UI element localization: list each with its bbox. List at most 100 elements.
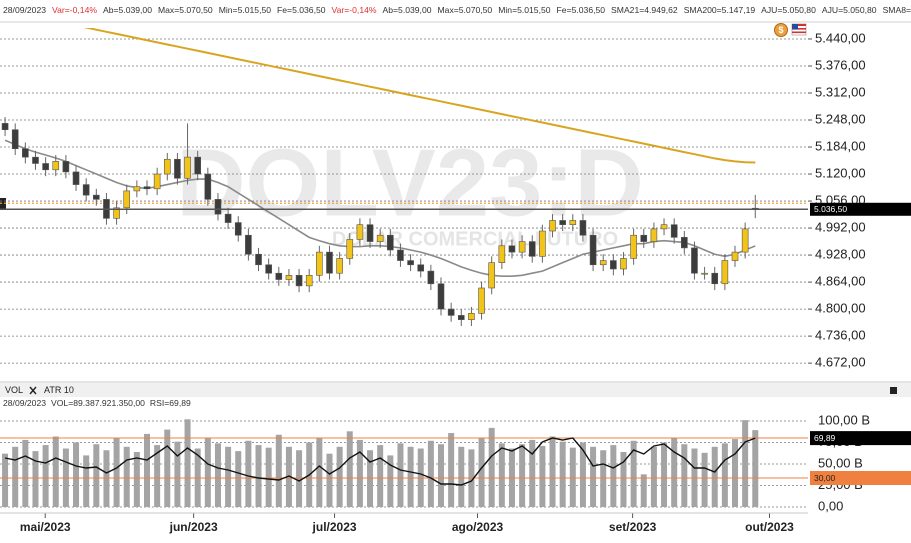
volume-bar	[610, 445, 617, 508]
candle-body	[579, 220, 587, 236]
volume-bar	[732, 439, 739, 508]
volume-bar	[752, 430, 759, 508]
x-tick-label: jul/2023	[312, 520, 357, 534]
y-tick-label: 4.992,00	[815, 219, 866, 234]
candle-body	[285, 275, 293, 280]
y-tick-label: 5.312,00	[815, 84, 866, 99]
volume-bar	[630, 440, 637, 508]
coin-glyph: $	[778, 25, 783, 35]
candle-body	[326, 251, 333, 274]
volume-bar	[742, 420, 749, 508]
volume-bar	[620, 451, 627, 508]
candle-body	[508, 245, 516, 253]
candle-body	[42, 163, 49, 171]
volume-bar	[448, 433, 455, 508]
candle-body	[275, 272, 283, 280]
flag-canton	[792, 24, 798, 30]
volume-bar	[377, 445, 384, 508]
price-panel: 5.440,00 5.376,00 5.312,00 5.248,00 5.184,00…	[0, 28, 911, 370]
candle-body	[569, 220, 577, 225]
candle-body	[1, 123, 9, 131]
candle-body	[113, 207, 120, 219]
volume-bar	[661, 442, 668, 508]
volume-bar	[184, 419, 191, 508]
tab-vol[interactable]: VOL	[5, 385, 23, 395]
candle-body	[447, 308, 455, 316]
volume-bar	[478, 438, 485, 508]
volume-bar	[22, 439, 29, 508]
candle-body	[174, 158, 181, 179]
candle-body	[346, 239, 354, 259]
volume-bar	[73, 442, 80, 508]
volume-bar	[539, 445, 546, 508]
volume-bar	[255, 445, 262, 508]
x-tick-label: ago/2023	[452, 520, 504, 534]
volume-bar	[367, 450, 374, 508]
y-tick-label: 100,00 B	[818, 412, 870, 427]
candle-body	[376, 234, 384, 242]
volume-bar	[245, 440, 252, 508]
candle-body	[184, 156, 191, 179]
candle-body	[336, 258, 343, 274]
header-item: Fe=5.036,50	[557, 5, 606, 15]
volume-bar	[285, 446, 292, 508]
candle-body	[245, 234, 252, 255]
header-item: AJU=5.050,80	[822, 5, 877, 15]
volume-bar	[346, 431, 353, 508]
candle-body	[589, 234, 597, 266]
y-tick-label: 5.440,00	[815, 30, 866, 45]
y-tick-label: 5.120,00	[815, 165, 866, 180]
volume-bar	[113, 438, 120, 508]
volume-bar	[671, 438, 678, 508]
volume-bar	[164, 429, 171, 508]
candle-body	[407, 260, 414, 266]
candle-body	[417, 264, 425, 272]
candle-body	[93, 194, 100, 200]
moving-average	[83, 28, 756, 164]
header-item: Ab=5.039,00	[383, 5, 432, 15]
rsi-badge	[810, 431, 911, 446]
x-tick-label: mai/2023	[20, 520, 71, 534]
volume-bar	[52, 436, 59, 508]
candle-body	[478, 287, 485, 314]
candle-body	[721, 260, 729, 285]
volume-bar	[488, 427, 495, 508]
lower-info-item: 28/09/2023	[3, 398, 46, 408]
candle-body	[72, 171, 80, 185]
candle-body	[488, 262, 495, 289]
maximize-icon[interactable]	[890, 387, 897, 394]
volume-bar	[427, 440, 434, 508]
volume-plot	[0, 419, 808, 508]
rsi-label: 69,89	[814, 433, 836, 443]
x-tick-label: set/2023	[609, 520, 657, 534]
volume-bar	[326, 453, 333, 508]
volume-bar	[316, 438, 323, 508]
candle-body	[32, 156, 39, 164]
volume-bar	[458, 446, 465, 508]
icon-currency[interactable]: $	[774, 23, 788, 37]
volume-bar	[103, 450, 110, 508]
candle-body	[741, 228, 749, 253]
tab-atr[interactable]: ATR 10	[44, 385, 74, 395]
lower-info-item: VOL=89.387.921.350,00	[51, 398, 145, 408]
last-price-badge	[810, 202, 911, 216]
volume-bar	[701, 452, 708, 508]
header-item: Var=-0,14%	[52, 5, 97, 15]
volume-bar	[123, 446, 130, 508]
header-item: AJU=5.050,80	[761, 5, 816, 15]
volume-bar	[225, 446, 232, 508]
tab-bar	[0, 383, 911, 397]
volume-bar	[519, 444, 526, 508]
rsi-band-label: 30,00	[814, 473, 836, 483]
tab-close[interactable]	[29, 386, 37, 395]
candle-body	[650, 228, 658, 242]
volume-bar	[529, 439, 536, 508]
candle-body	[701, 272, 708, 275]
y-tick-label: 4.800,00	[815, 301, 866, 316]
candle-body	[731, 251, 739, 261]
candle-body	[11, 129, 19, 150]
volume-bar	[681, 444, 688, 508]
header-item: SMA8=4.960,50	[883, 5, 911, 15]
icon-flag[interactable]	[791, 23, 807, 36]
